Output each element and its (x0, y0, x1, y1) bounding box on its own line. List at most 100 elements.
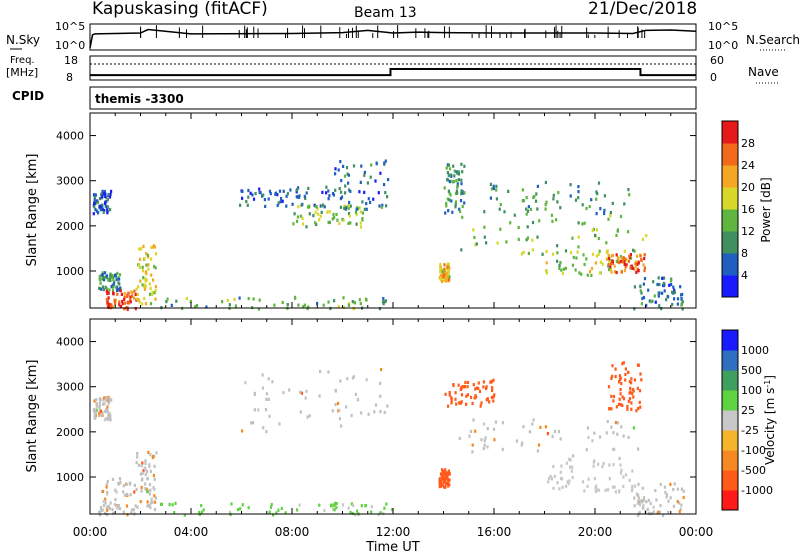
power-cell (259, 191, 262, 195)
power-cell (442, 275, 445, 279)
power-cell (141, 283, 144, 287)
velocity-cell (599, 435, 602, 439)
nave-label: Nave (748, 65, 779, 79)
power-cell (601, 262, 604, 266)
velocity-cell (304, 396, 307, 400)
velocity-cell (154, 496, 157, 500)
velocity-cell (658, 510, 661, 514)
power-cell (120, 292, 123, 296)
power-cell (233, 297, 236, 301)
velocity-cell (108, 507, 111, 511)
power-cell (361, 200, 364, 204)
power-cell (118, 300, 121, 304)
velocity-cell (587, 435, 590, 440)
power-cell (316, 207, 319, 211)
velocity-cell (630, 401, 633, 405)
velocity-colorbar-tick: 1000 (741, 344, 769, 357)
power-cell (107, 296, 110, 300)
power-cell (561, 271, 564, 276)
power-cell (252, 197, 256, 201)
velocity-cell (236, 508, 240, 512)
power-cell (569, 251, 573, 255)
power-cell (354, 210, 358, 214)
power-cell (152, 278, 155, 282)
velocity-colorbar-frame (721, 329, 739, 511)
power-cell (474, 243, 477, 247)
power-cell (446, 265, 449, 269)
power-cell (633, 285, 636, 289)
power-cell (607, 268, 611, 272)
velocity-cell (493, 438, 496, 442)
velocity-cell (126, 513, 129, 517)
power-cell (577, 245, 580, 249)
power-cell (286, 192, 289, 196)
power-cell (320, 210, 323, 214)
power-cell (112, 285, 115, 289)
power-cell (245, 199, 248, 204)
power-cell (344, 207, 347, 211)
velocity-cell (133, 490, 136, 494)
velocity-cell (477, 381, 480, 385)
velocity-cell (482, 446, 485, 451)
velocity-cell (531, 422, 534, 426)
velocity-cell (460, 400, 463, 404)
velocity-cell (153, 500, 156, 504)
velocity-cell (457, 383, 460, 387)
power-cell (525, 196, 528, 200)
velocity-cell (654, 489, 657, 493)
power-x-ticks (89, 113, 697, 308)
velocity-cell (391, 508, 394, 512)
velocity-cell (593, 431, 596, 435)
power-cell (101, 271, 104, 275)
power-cell (634, 264, 637, 268)
power-cell (639, 289, 642, 293)
power-cell (445, 201, 448, 205)
power-cell (299, 214, 303, 218)
power-cell (383, 300, 386, 304)
power-colorbar-tick: 24 (741, 159, 755, 172)
power-cell (627, 230, 630, 234)
power-cell (106, 207, 109, 211)
velocity-cell (619, 463, 622, 467)
velocity-cell (591, 439, 594, 443)
velocity-cell (631, 392, 634, 396)
power-cell (114, 274, 117, 278)
power-cell (353, 301, 356, 305)
velocity-cell (479, 404, 482, 408)
velocity-cell (106, 479, 109, 484)
power-cell (144, 302, 148, 306)
power-cell (340, 195, 344, 199)
power-cell (536, 235, 539, 239)
power-cell (328, 194, 331, 198)
velocity-cell (330, 504, 333, 508)
velocity-cell (474, 394, 477, 398)
velocity-cell (141, 471, 144, 475)
power-cell (585, 257, 588, 261)
x-tick-label: 08:00 (275, 525, 310, 539)
power-cell (347, 212, 351, 216)
velocity-cell (119, 480, 122, 484)
power-cell (228, 303, 231, 307)
power-cell (485, 241, 488, 245)
power-cell (673, 297, 676, 301)
power-cell (267, 197, 270, 201)
velocity-cell (265, 392, 268, 396)
power-cell (590, 198, 593, 202)
velocity-cell (621, 362, 624, 366)
velocity-cell (447, 484, 450, 488)
cpid-frame (89, 86, 697, 110)
velocity-cell (611, 374, 614, 378)
power-cell (378, 307, 381, 311)
power-cell (615, 270, 618, 275)
power-cell (104, 192, 107, 196)
velocity-cell (464, 380, 467, 384)
velocity-cell (105, 398, 108, 402)
power-cell (475, 242, 478, 246)
velocity-cell (483, 439, 486, 443)
velocity-cell (639, 372, 642, 376)
velocity-cell (463, 385, 466, 389)
velocity-cell (440, 479, 443, 483)
power-cell (607, 262, 610, 266)
power-cell (118, 303, 121, 307)
power-cell (681, 292, 684, 297)
